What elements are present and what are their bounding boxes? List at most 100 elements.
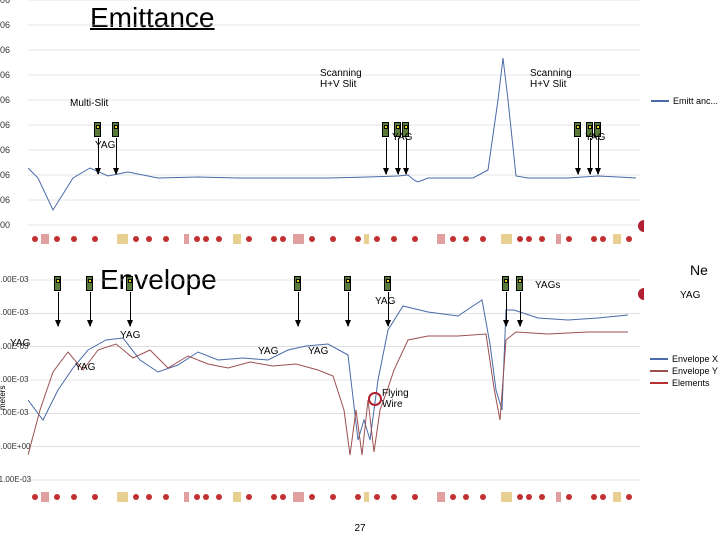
- element-dot: [526, 236, 532, 242]
- legend-swatch-x: [650, 358, 668, 360]
- element-dot: [517, 236, 523, 242]
- element-dot: [566, 494, 572, 500]
- elements-strip-top: [28, 228, 640, 250]
- element-box: [364, 234, 369, 244]
- element-dot: [203, 494, 209, 500]
- element-box: [613, 492, 621, 502]
- ytick: 0.00E+00: [0, 442, 30, 451]
- right-label: YAG: [680, 290, 700, 301]
- ytick: 06: [0, 70, 10, 80]
- marker-arrow: [386, 138, 387, 174]
- element-box: [293, 234, 304, 244]
- marker-label: YAG: [392, 132, 412, 143]
- marker-arrow: [90, 292, 91, 326]
- page-number: 27: [354, 523, 365, 534]
- ytick: 06: [0, 120, 10, 130]
- element-dot: [591, 494, 597, 500]
- ytick: 4.00E-03: [0, 308, 28, 317]
- element-dot: [133, 236, 139, 242]
- element-dot: [163, 236, 169, 242]
- element-dot: [450, 494, 456, 500]
- envelope-legend: Envelope X Envelope Y Elements: [650, 354, 718, 390]
- marker-label: YAG: [75, 362, 95, 373]
- element-dot: [71, 494, 77, 500]
- element-box: [437, 234, 445, 244]
- marker-arrow: [506, 292, 507, 326]
- element-dot: [374, 494, 380, 500]
- device-marker: [126, 276, 133, 291]
- element-box: [233, 492, 241, 502]
- element-dot: [203, 236, 209, 242]
- element-box: [293, 492, 304, 502]
- marker-arrow: [298, 292, 299, 326]
- element-dot: [271, 494, 277, 500]
- element-dot: [32, 236, 38, 242]
- element-dot: [355, 494, 361, 500]
- legend-swatch-y: [650, 370, 668, 372]
- marker-label: YAG: [120, 330, 140, 341]
- element-dot: [591, 236, 597, 242]
- device-marker: [86, 276, 93, 291]
- ytick: 06: [0, 0, 10, 5]
- ytick: 06: [0, 170, 10, 180]
- element-dot: [330, 236, 336, 242]
- element-box: [556, 234, 561, 244]
- element-dot: [412, 236, 418, 242]
- ytick: 06: [0, 195, 10, 205]
- device-marker: [502, 276, 509, 291]
- marker-label: YAG: [375, 296, 395, 307]
- marker-arrow: [348, 292, 349, 326]
- element-dot: [146, 494, 152, 500]
- device-marker: [516, 276, 523, 291]
- element-dot: [133, 494, 139, 500]
- element-dot: [71, 236, 77, 242]
- device-marker: [382, 122, 389, 137]
- ytick: 06: [0, 95, 10, 105]
- device-marker: [54, 276, 61, 291]
- marker-arrow: [116, 138, 117, 174]
- ytick: 06: [0, 45, 10, 55]
- marker-arrow: [520, 292, 521, 326]
- marker-label: YAG: [585, 132, 605, 143]
- element-dot: [517, 494, 523, 500]
- element-box: [437, 492, 445, 502]
- emittance-plot: [28, 0, 640, 250]
- marker-arrow: [598, 138, 599, 174]
- element-dot: [600, 236, 606, 242]
- right-label: YAGs: [535, 280, 560, 291]
- element-dot: [391, 236, 397, 242]
- flying-wire-icon: [368, 392, 382, 406]
- element-dot: [163, 494, 169, 500]
- element-box: [501, 492, 512, 502]
- element-dot: [194, 236, 200, 242]
- flying-wire-label: Flying Wire: [382, 388, 422, 410]
- element-dot: [463, 236, 469, 242]
- marker-label: Scanning H+V Slit: [320, 68, 380, 90]
- marker-arrow: [398, 138, 399, 174]
- device-marker: [384, 276, 391, 291]
- element-box: [117, 492, 128, 502]
- element-dot: [309, 236, 315, 242]
- device-marker: [94, 122, 101, 137]
- device-marker: [112, 122, 119, 137]
- emittance-chart: Emittance Emitt anc... Multi-SlitYAGScan…: [0, 0, 720, 250]
- element-box: [233, 234, 241, 244]
- device-marker: [574, 122, 581, 137]
- element-dot: [566, 236, 572, 242]
- marker-label: Multi-Slit: [70, 98, 108, 109]
- right-label: Ne: [690, 262, 708, 278]
- ytick: 00: [0, 220, 10, 230]
- emittance-legend: Emitt anc...: [651, 96, 718, 108]
- element-box: [501, 234, 512, 244]
- element-box: [184, 492, 189, 502]
- element-dot: [450, 236, 456, 242]
- element-dot: [280, 236, 286, 242]
- element-dot: [146, 236, 152, 242]
- element-dot: [539, 494, 545, 500]
- marker-label: YAG: [95, 140, 115, 151]
- marker-arrow: [578, 138, 579, 174]
- element-dot: [412, 494, 418, 500]
- element-dot: [626, 494, 632, 500]
- element-dot: [32, 494, 38, 500]
- element-dot: [54, 236, 60, 242]
